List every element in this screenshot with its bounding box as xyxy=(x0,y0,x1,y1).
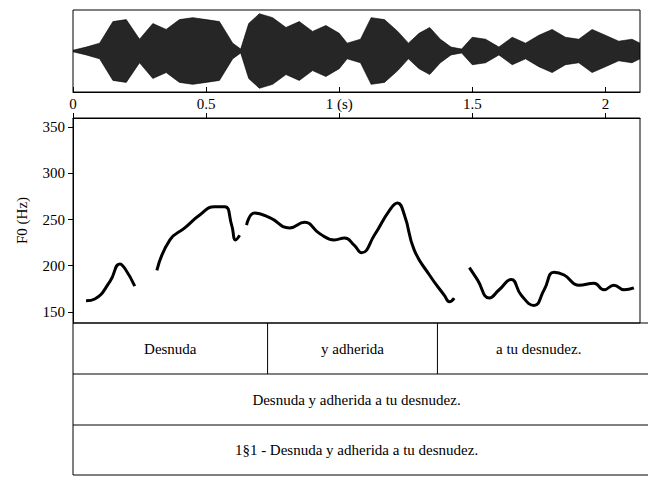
svg-text:Desnuda y adherida a tu desnud: Desnuda y adherida a tu desnudez. xyxy=(252,392,460,408)
svg-text:1§1 - Desnuda y adherida a tu: 1§1 - Desnuda y adherida a tu desnudez. xyxy=(235,442,478,458)
svg-text:0.5: 0.5 xyxy=(197,96,216,112)
svg-text:350: 350 xyxy=(43,119,66,135)
svg-text:200: 200 xyxy=(43,258,66,274)
svg-text:1 (s): 1 (s) xyxy=(326,96,353,113)
svg-text:300: 300 xyxy=(43,165,66,181)
svg-text:Desnuda: Desnuda xyxy=(144,341,197,357)
svg-text:1.5: 1.5 xyxy=(463,96,482,112)
svg-text:150: 150 xyxy=(43,304,66,320)
svg-text:a tu desnudez.: a tu desnudez. xyxy=(496,341,581,357)
svg-text:F0 (Hz): F0 (Hz) xyxy=(14,197,31,244)
svg-text:0: 0 xyxy=(69,96,77,112)
svg-text:250: 250 xyxy=(43,212,66,228)
svg-text:2: 2 xyxy=(602,96,610,112)
svg-text:y adherida: y adherida xyxy=(321,341,384,357)
